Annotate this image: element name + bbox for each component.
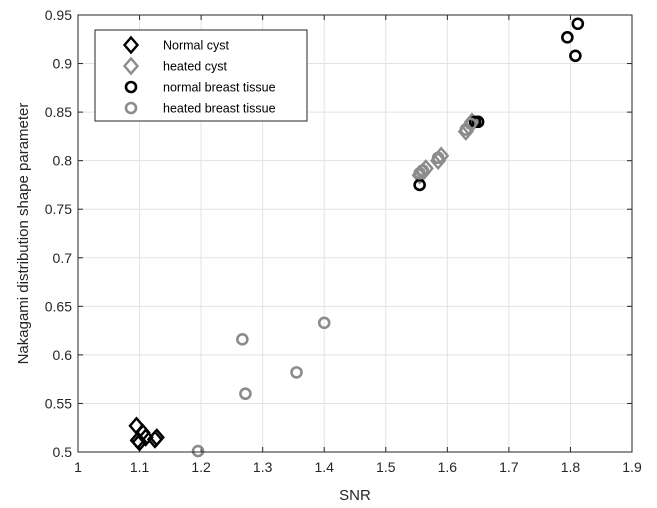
data-point xyxy=(431,151,445,165)
legend-label: heated cyst xyxy=(163,60,227,74)
y-tick-label: 0.8 xyxy=(53,153,73,169)
data-point xyxy=(236,333,249,346)
y-tick-label: 0.9 xyxy=(53,56,73,72)
data-point xyxy=(317,316,331,330)
x-tick-label: 1.9 xyxy=(622,459,642,475)
x-tick-label: 1.7 xyxy=(499,459,519,475)
data-point xyxy=(131,432,148,452)
data-point xyxy=(239,387,252,401)
y-tick-label: 0.5 xyxy=(53,444,73,460)
legend-label: Normal cyst xyxy=(163,39,230,53)
y-tick-label: 0.65 xyxy=(45,298,72,314)
x-axis-label: SNR xyxy=(339,487,371,504)
legend-label: heated breast tissue xyxy=(163,102,276,116)
y-tick-label: 0.6 xyxy=(53,347,73,363)
x-tick-label: 1.5 xyxy=(376,459,396,475)
y-tick-label: 0.95 xyxy=(45,7,72,23)
legend-marker xyxy=(122,56,140,76)
x-tick-label: 1.1 xyxy=(130,459,150,475)
y-tick-label: 0.75 xyxy=(45,201,72,217)
data-point xyxy=(290,366,303,379)
data-points xyxy=(128,17,585,458)
legend-box xyxy=(94,29,308,122)
legend-label: normal breast tissue xyxy=(163,81,276,95)
x-tick-label: 1.2 xyxy=(191,459,211,475)
legend-marker xyxy=(124,80,138,94)
data-point xyxy=(471,115,485,129)
data-point xyxy=(561,31,574,44)
data-point xyxy=(464,117,478,131)
data-point xyxy=(148,428,165,447)
y-tick-label: 0.85 xyxy=(45,104,72,120)
data-point xyxy=(569,49,582,63)
data-point xyxy=(413,166,426,180)
data-point xyxy=(137,428,154,447)
y-axis-label: Nakagami distribution shape parameter xyxy=(15,103,32,365)
y-tick-label: 0.7 xyxy=(53,250,73,266)
x-tick-label: 1.8 xyxy=(561,459,581,475)
plot-frame xyxy=(77,14,633,453)
x-tick-label: 1.3 xyxy=(253,459,273,475)
legend-marker xyxy=(124,101,138,115)
tick-labels: 1 1.1 1.2 1.3 1.4 1.5 1.6 1.7 1.8 1.9 0.5 0.55 0.6 0.… xyxy=(45,7,642,475)
data-point xyxy=(416,164,430,177)
x-tick-label: 1 xyxy=(74,459,82,475)
data-point xyxy=(413,178,426,192)
grid-lines xyxy=(78,15,632,452)
legend-marker xyxy=(122,35,140,55)
legend: Normal cyst heated cyst normal breast tiss… xyxy=(94,29,308,122)
x-tick-label: 1.4 xyxy=(314,459,334,475)
x-tick-label: 1.6 xyxy=(438,459,458,475)
data-point xyxy=(191,444,205,458)
y-tick-label: 0.55 xyxy=(45,395,72,411)
data-point xyxy=(571,17,585,31)
